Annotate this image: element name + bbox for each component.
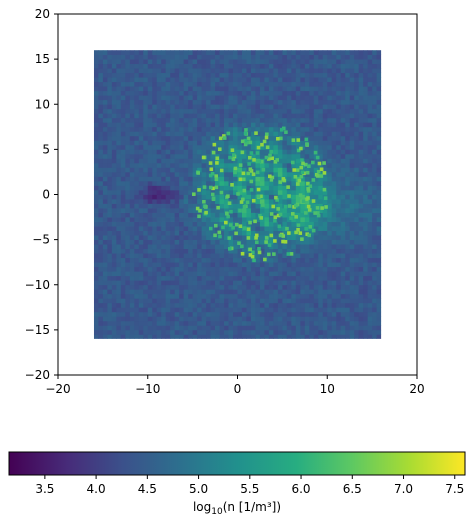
colorbar-tick-label: 5.0 bbox=[189, 482, 208, 496]
colorbar-gradient bbox=[8, 451, 466, 476]
x-tick-label: 20 bbox=[409, 382, 424, 396]
colorbar-tick-label: 5.5 bbox=[240, 482, 259, 496]
colorbar-tick-label: 6.5 bbox=[343, 482, 362, 496]
y-tick-label: 10 bbox=[35, 97, 50, 111]
x-tick-label: 0 bbox=[234, 382, 242, 396]
colorbar-tick-label: 6.0 bbox=[291, 482, 310, 496]
y-tick-label: 0 bbox=[42, 188, 50, 202]
y-axis: 20 15 10 5 0 −5 −10 −15 −20 bbox=[25, 7, 58, 382]
colorbar-label-suffix: (n [1/m³]) bbox=[223, 500, 281, 514]
colorbar-tick-label: 3.5 bbox=[35, 482, 54, 496]
colorbar-tick-label: 7.5 bbox=[445, 482, 464, 496]
colorbar-label-subscript: 10 bbox=[211, 507, 223, 517]
y-tick-label: −5 bbox=[32, 233, 50, 247]
x-axis: −20 −10 0 10 20 bbox=[45, 375, 425, 396]
colorbar-tick-label: 4.5 bbox=[138, 482, 157, 496]
plot-area bbox=[57, 13, 418, 376]
density-heatmap bbox=[93, 50, 382, 339]
colorbar-tick-label: 4.0 bbox=[87, 482, 106, 496]
x-tick-label: −10 bbox=[135, 382, 160, 396]
colorbar: 3.5 4.0 4.5 5.0 5.5 6.0 6.5 7.0 7.5 log10(n [1/m… bbox=[8, 451, 466, 517]
y-tick-label: 20 bbox=[35, 7, 50, 21]
x-tick-label: −20 bbox=[45, 382, 70, 396]
colorbar-label: log10(n [1/m³]) bbox=[193, 500, 281, 517]
x-tick-label: 10 bbox=[320, 382, 335, 396]
colorbar-tick-label: 7.0 bbox=[394, 482, 413, 496]
colorbar-label-prefix: log bbox=[193, 500, 211, 514]
y-tick-label: −15 bbox=[25, 323, 50, 337]
colorbar-ticks: 3.5 4.0 4.5 5.0 5.5 6.0 6.5 7.0 7.5 bbox=[35, 475, 464, 496]
y-tick-label: −20 bbox=[25, 368, 50, 382]
y-tick-label: 5 bbox=[42, 142, 50, 156]
y-tick-label: −10 bbox=[25, 278, 50, 292]
y-tick-label: 15 bbox=[35, 52, 50, 66]
